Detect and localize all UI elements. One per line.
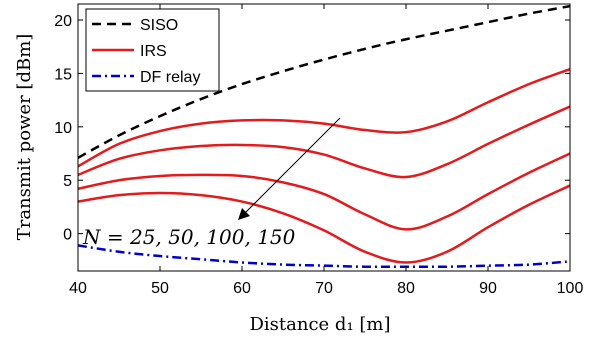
y-tick-label: 10 <box>54 120 72 137</box>
axis-ticks: 40 50 60 70 80 90 100 0 5 10 15 20 <box>54 4 583 297</box>
x-tick-label: 70 <box>315 280 333 297</box>
series-line-6 <box>77 244 571 269</box>
series-line-4 <box>77 152 571 231</box>
plot-lines <box>77 4 571 269</box>
legend-label-siso: SISO <box>140 17 178 34</box>
annotation-text: N = 25, 50, 100, 150 <box>82 225 296 249</box>
annotation-arrowhead <box>238 208 250 220</box>
x-tick-label: 100 <box>557 280 584 297</box>
x-tick-label: 80 <box>397 280 415 297</box>
legend: SISO IRS DF relay <box>85 8 220 92</box>
x-tick-label: 50 <box>151 280 169 297</box>
legend-label-irs: IRS <box>140 43 167 60</box>
x-tick-label: 40 <box>69 280 87 297</box>
y-tick-label: 20 <box>54 13 72 30</box>
series-line-5 <box>77 184 571 264</box>
annotation-arrow <box>243 117 341 215</box>
x-axis-label: Distance d₁ [m] <box>249 314 390 335</box>
y-tick-label: 5 <box>63 173 72 190</box>
x-tick-label: 60 <box>233 280 251 297</box>
series-line-1 <box>77 4 571 159</box>
x-tick-label: 90 <box>479 280 497 297</box>
y-tick-label: 15 <box>54 66 72 83</box>
annotation: N = 25, 50, 100, 150 <box>82 117 341 249</box>
series-line-3 <box>77 105 571 179</box>
legend-label-df-relay: DF relay <box>140 69 200 86</box>
y-tick-label: 0 <box>63 227 72 244</box>
series-line-2 <box>77 67 571 168</box>
y-axis-label: Transmit power [dBm] <box>14 34 35 241</box>
